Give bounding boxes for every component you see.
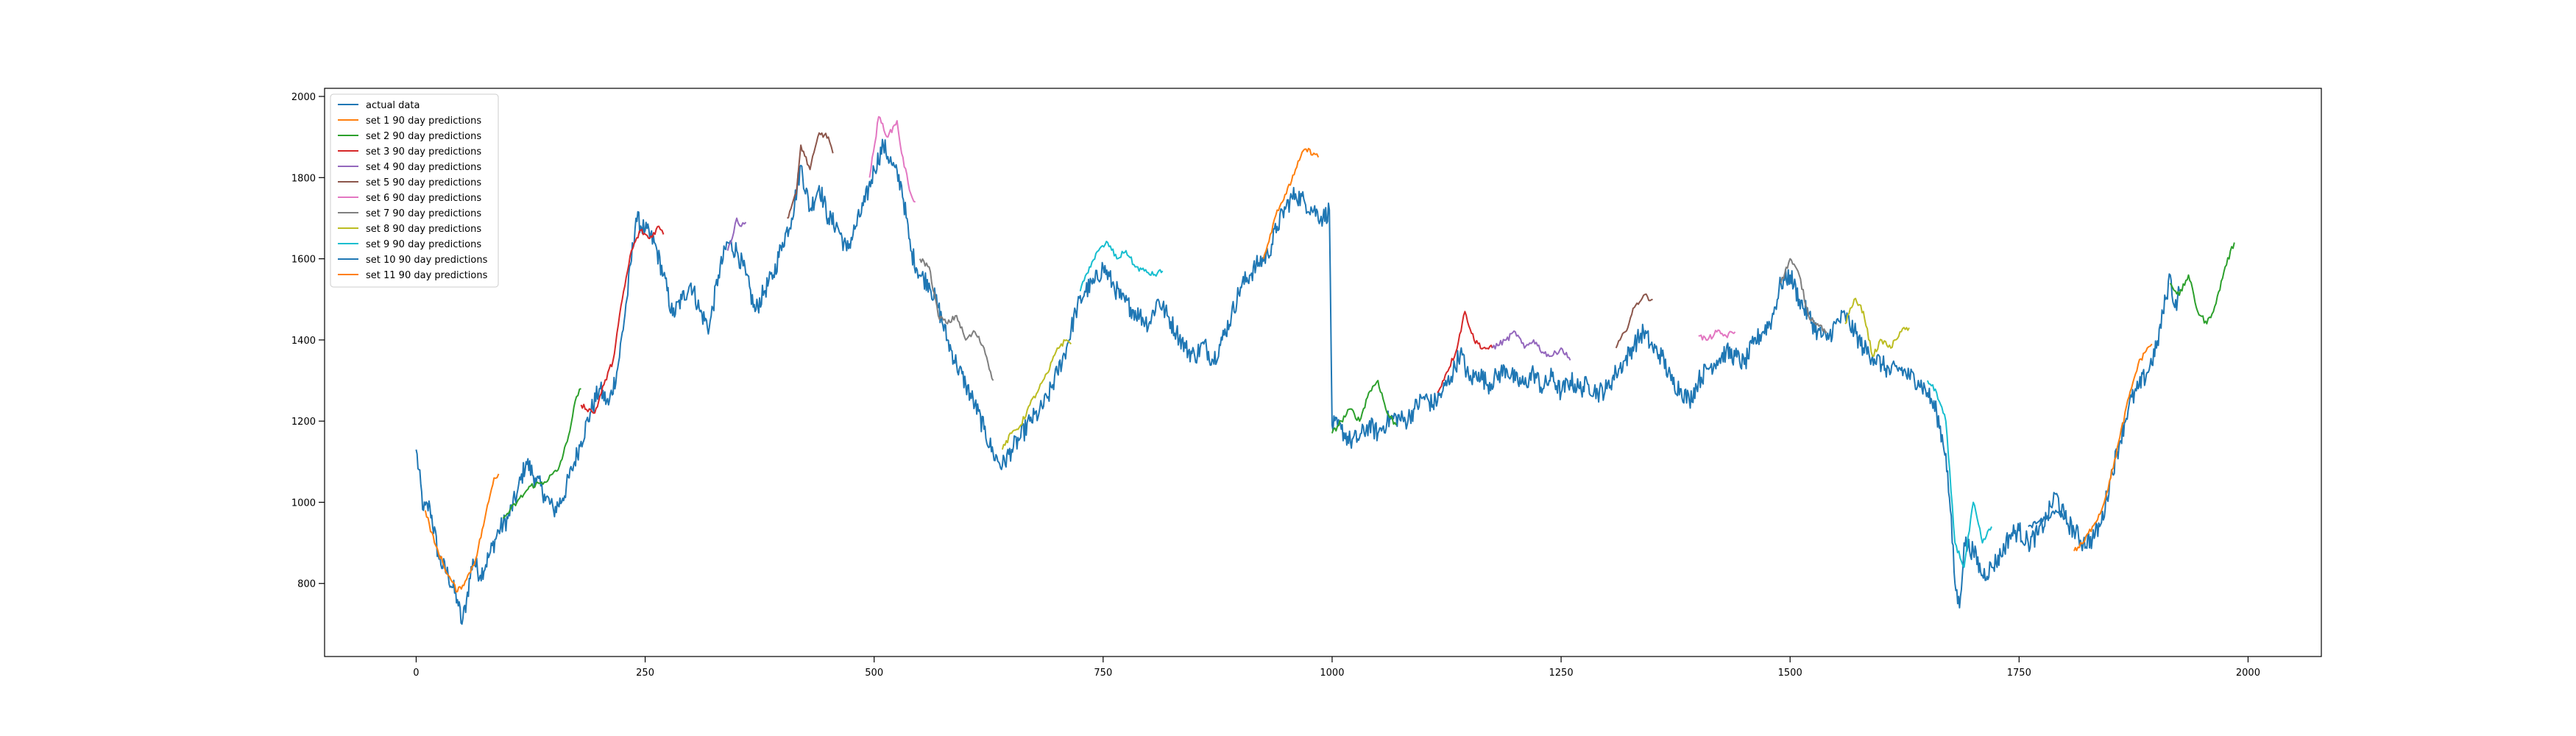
series-set-2-segment-3-line <box>2169 242 2235 325</box>
series-set-8-segment-2-line <box>1844 297 1910 357</box>
legend-label-2: set 1 90 day predictions <box>366 116 481 127</box>
y-tick-label-1600: 1600 <box>291 255 316 266</box>
legend-label-11: set 10 90 day predictions <box>366 255 488 266</box>
legend-box <box>330 93 499 288</box>
series-set-6-segment-1-line <box>868 116 916 203</box>
y-axis: 800 1000 1200 1400 1600 1800 2000 <box>291 92 325 590</box>
series-set-7-segment-2-line <box>1780 258 1827 333</box>
y-tick-label-1000: 1000 <box>291 498 316 509</box>
series-set-5-segment-1-line <box>787 132 834 219</box>
legend-label-12: set 11 90 day predictions <box>366 270 488 281</box>
series-set-4-segment-2-line <box>1491 330 1571 361</box>
legend-label-9: set 8 90 day predictions <box>366 224 481 235</box>
y-tick-label-2000: 2000 <box>291 92 316 103</box>
x-tick-label-2000: 2000 <box>2236 668 2260 679</box>
legend-label-5: set 4 90 day predictions <box>366 162 481 173</box>
y-tick-label-800: 800 <box>297 579 316 590</box>
series-set-7-segment-1-line <box>919 258 994 381</box>
plot-area <box>415 116 2235 625</box>
legend-label-6: set 5 90 day predictions <box>366 177 481 188</box>
series-set-9-segment-2-line <box>1926 380 1992 568</box>
x-tick-label-1750: 1750 <box>2007 668 2031 679</box>
x-tick-label-250: 250 <box>636 668 654 679</box>
series-set-4-segment-1-line <box>726 217 747 251</box>
series-set-9-segment-1-line <box>1079 241 1164 291</box>
series-set-2-segment-2-line <box>1331 380 1397 434</box>
series-set-1-segment-2-line <box>1262 147 1320 259</box>
series-set-1-segment-1-line <box>424 473 500 593</box>
x-tick-label-0: 0 <box>413 668 419 679</box>
plot-frame <box>324 88 2322 657</box>
series-set-3-segment-2-line <box>1437 311 1493 394</box>
y-tick-label-1800: 1800 <box>291 173 316 184</box>
series-set-11-segment-1-line <box>2073 343 2153 551</box>
x-tick-label-500: 500 <box>865 668 883 679</box>
x-tick-label-1500: 1500 <box>1778 668 1802 679</box>
x-axis: 0 250 500 750 1000 1250 1500 1750 2000 <box>413 657 2260 679</box>
x-tick-label-1250: 1250 <box>1549 668 1574 679</box>
y-tick-label-1400: 1400 <box>291 336 316 347</box>
legend-label-4: set 3 90 day predictions <box>366 146 481 158</box>
legend: actual data set 1 90 day predictions set 2… <box>330 93 499 288</box>
x-tick-label-750: 750 <box>1094 668 1112 679</box>
series-set-6-segment-2-line <box>1698 329 1736 342</box>
legend-label-8: set 7 90 day predictions <box>366 208 481 219</box>
legend-label-7: set 6 90 day predictions <box>366 193 481 204</box>
legend-label-10: set 9 90 day predictions <box>366 239 481 250</box>
series-set-3-segment-1-line <box>580 225 665 414</box>
x-tick-label-1000: 1000 <box>1320 668 1344 679</box>
series-set-10-segment-1-line <box>2028 509 2066 528</box>
series-set-5-segment-2-line <box>1615 293 1653 349</box>
legend-label-3: set 2 90 day predictions <box>366 131 481 142</box>
legend-label-1: actual data <box>366 100 420 111</box>
series-set-8-segment-1-line <box>1001 339 1072 450</box>
series-actual-data-line <box>415 138 2181 625</box>
y-tick-label-1200: 1200 <box>291 417 316 428</box>
series-set-2-segment-1-line <box>502 388 581 520</box>
